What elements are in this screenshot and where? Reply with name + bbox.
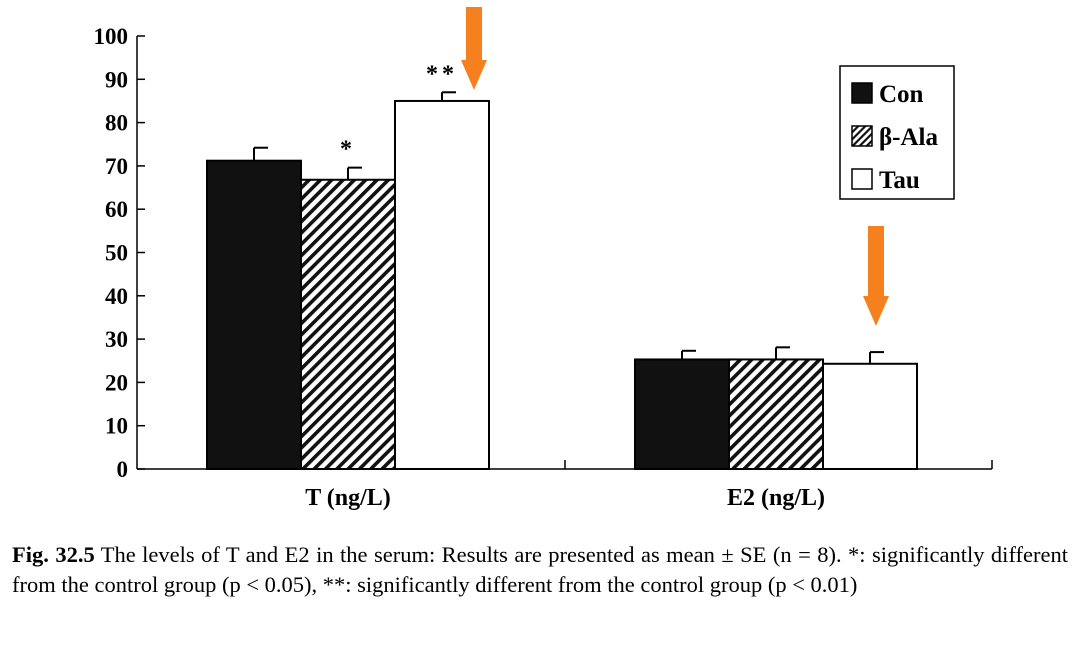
y-tick-label: 20 (105, 370, 128, 395)
annotation-arrows (461, 7, 889, 326)
legend-swatch (851, 125, 873, 147)
y-tick-label: 0 (117, 457, 129, 482)
error-bars (253, 91, 884, 364)
bar (728, 358, 824, 470)
y-tick-label: 60 (105, 197, 128, 222)
bar (822, 362, 918, 471)
y-tick-label: 70 (105, 154, 128, 179)
legend-label: Tau (879, 167, 920, 194)
significance-label: ** (426, 61, 458, 87)
y-tick-label: 40 (105, 284, 128, 309)
category-label: T (ng/L) (305, 485, 391, 511)
significance-label: * (340, 137, 356, 163)
y-tick-label: 10 (105, 414, 128, 439)
y-tick-label: 100 (94, 24, 129, 49)
legend-label: Con (879, 81, 924, 108)
bars (206, 99, 918, 471)
figure-caption: Fig. 32.5 The levels of T and E2 in the s… (12, 540, 1068, 600)
legend-label: β-Ala (879, 124, 938, 151)
category-label: E2 (ng/L) (727, 485, 825, 511)
down-arrow-icon (461, 7, 487, 90)
legend: Con β-Ala Tau (839, 65, 955, 200)
down-arrow-icon (863, 226, 889, 326)
bar (206, 159, 302, 470)
caption-label: Fig. 32.5 (12, 542, 95, 567)
y-tick-label: 80 (105, 111, 128, 136)
bar (634, 358, 730, 470)
caption-text: The levels of T and E2 in the serum: Res… (12, 542, 1068, 597)
y-tick-label: 90 (105, 67, 128, 92)
legend-swatch (851, 168, 873, 190)
legend-swatch (851, 82, 873, 104)
y-tick-label: 30 (105, 327, 128, 352)
y-tick-label: 50 (105, 241, 128, 266)
bar (300, 178, 396, 470)
bar (394, 99, 490, 470)
